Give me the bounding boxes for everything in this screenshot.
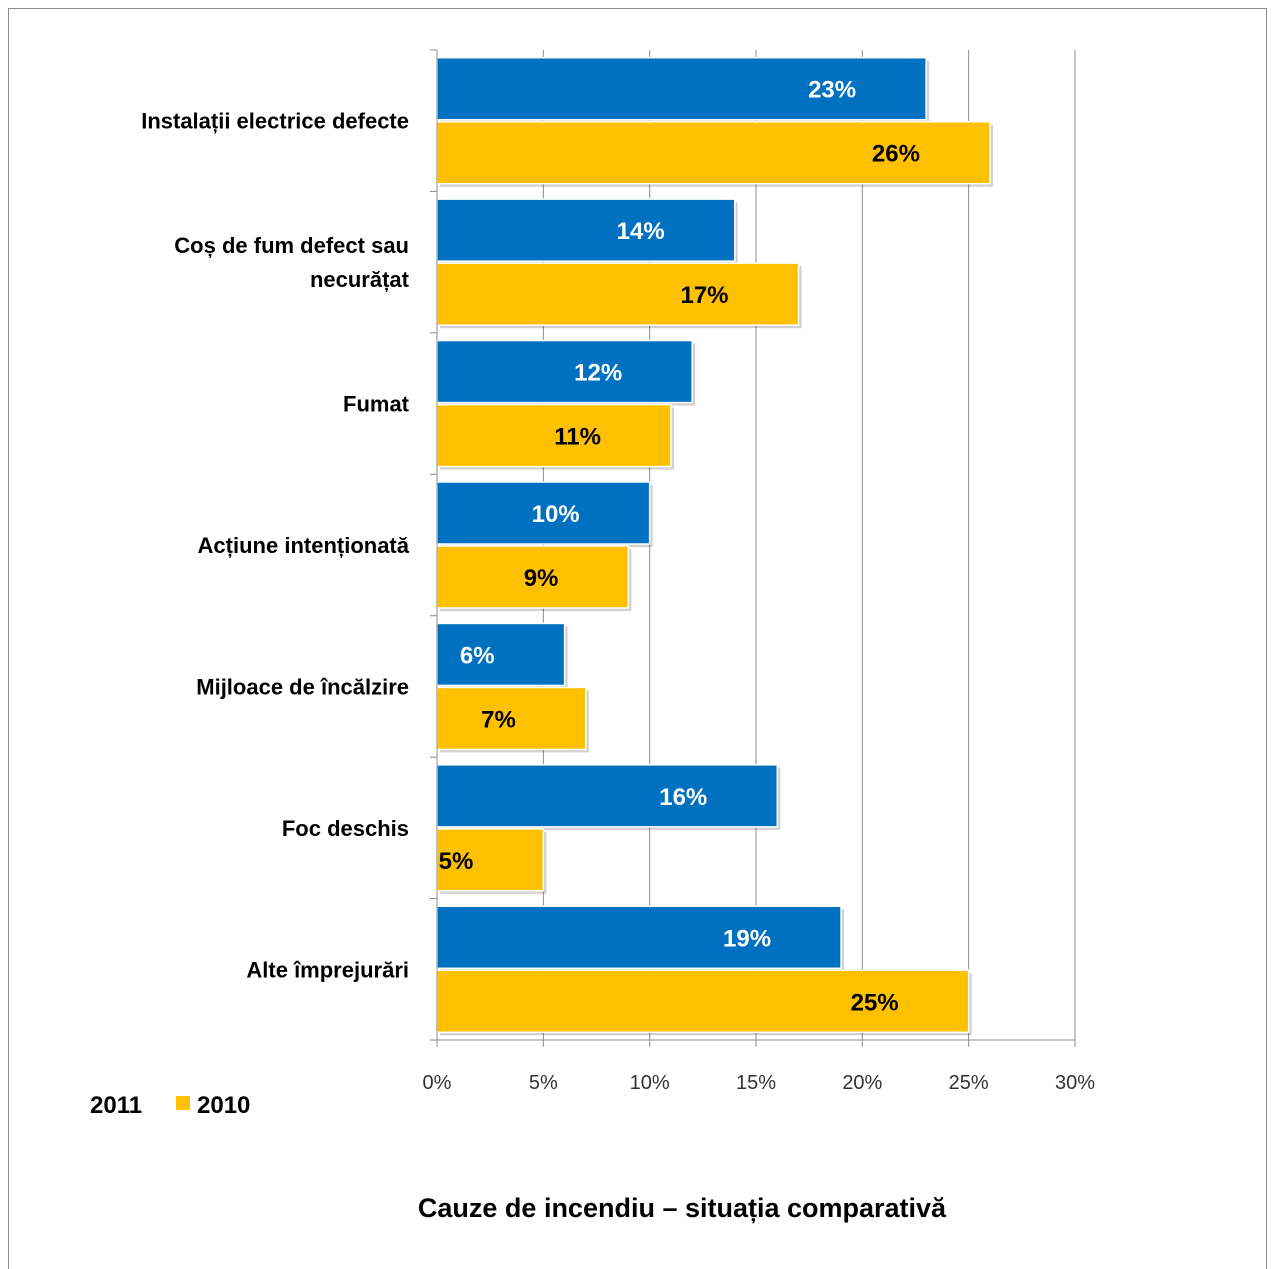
x-tick-label: 20% (842, 1072, 882, 1094)
tick-labels: 0% 5% 10% 15% 20% 25% 30% (423, 1072, 1096, 1094)
bar-2011 (436, 481, 651, 545)
bar-2010 (436, 969, 970, 1034)
legend-entry: 2010 (197, 1092, 250, 1119)
bar-value-label: 23% (808, 77, 856, 104)
bar-value-label: 12% (574, 360, 622, 387)
x-tick-label: 10% (630, 1072, 670, 1094)
bar-value-label: 19% (723, 925, 771, 952)
axes (430, 49, 1076, 1047)
category-label: Fumat (343, 392, 410, 417)
bar-2010 (436, 120, 991, 185)
bar-value-label: 10% (532, 501, 580, 528)
category-labels: Instalații electrice defecte Coș de fum d… (141, 109, 410, 983)
bar-value-label: 26% (872, 141, 920, 168)
bar-2011 (436, 198, 736, 262)
bar-2010 (436, 828, 545, 892)
bar-2010 (436, 262, 800, 326)
legend: 2011 2010 (90, 1092, 250, 1119)
category-label: Acțiune intenționată (198, 533, 410, 558)
bar-2011 (436, 764, 779, 828)
bar-value-label: 9% (524, 565, 559, 592)
x-tick-label: 30% (1055, 1072, 1095, 1094)
chart-title: Cauze de incendiu – situația comparativă (418, 1193, 947, 1223)
bar-value-label: 6% (460, 642, 495, 669)
bar-value-label: 7% (481, 706, 516, 733)
bar-2011 (436, 339, 693, 404)
bar-value-label: 5% (439, 848, 474, 875)
bar-2010 (436, 403, 672, 468)
x-tick-label: 5% (529, 1072, 558, 1094)
x-tick-label: 25% (949, 1072, 989, 1094)
category-label: Foc deschis (282, 816, 409, 841)
legend-swatch (176, 1096, 190, 1110)
bar-2011 (436, 56, 927, 121)
bar-value-label: 11% (554, 424, 601, 451)
bar-value-label: 25% (851, 989, 899, 1016)
bars: 23% 26% 14% 17% 12% 11% 10% 9% 6% 7% 16% 5% 19% 25% (436, 56, 993, 1036)
x-tick-label: 0% (423, 1072, 452, 1094)
category-label: Mijloace de încălzire (196, 674, 409, 699)
category-label: Instalații electrice defecte (141, 109, 409, 134)
x-tick-label: 15% (736, 1072, 776, 1094)
bar-value-label: 17% (680, 282, 728, 309)
bar-2011 (436, 905, 842, 970)
bar-2010 (436, 545, 630, 609)
legend-entry: 2011 (90, 1092, 142, 1119)
bar-value-label: 16% (659, 784, 707, 811)
bar-2011 (436, 622, 566, 687)
category-label: Coș de fum defect sau necurățat (174, 233, 409, 292)
bar-value-label: 14% (617, 218, 665, 245)
category-label: Alte împrejurări (246, 957, 409, 982)
